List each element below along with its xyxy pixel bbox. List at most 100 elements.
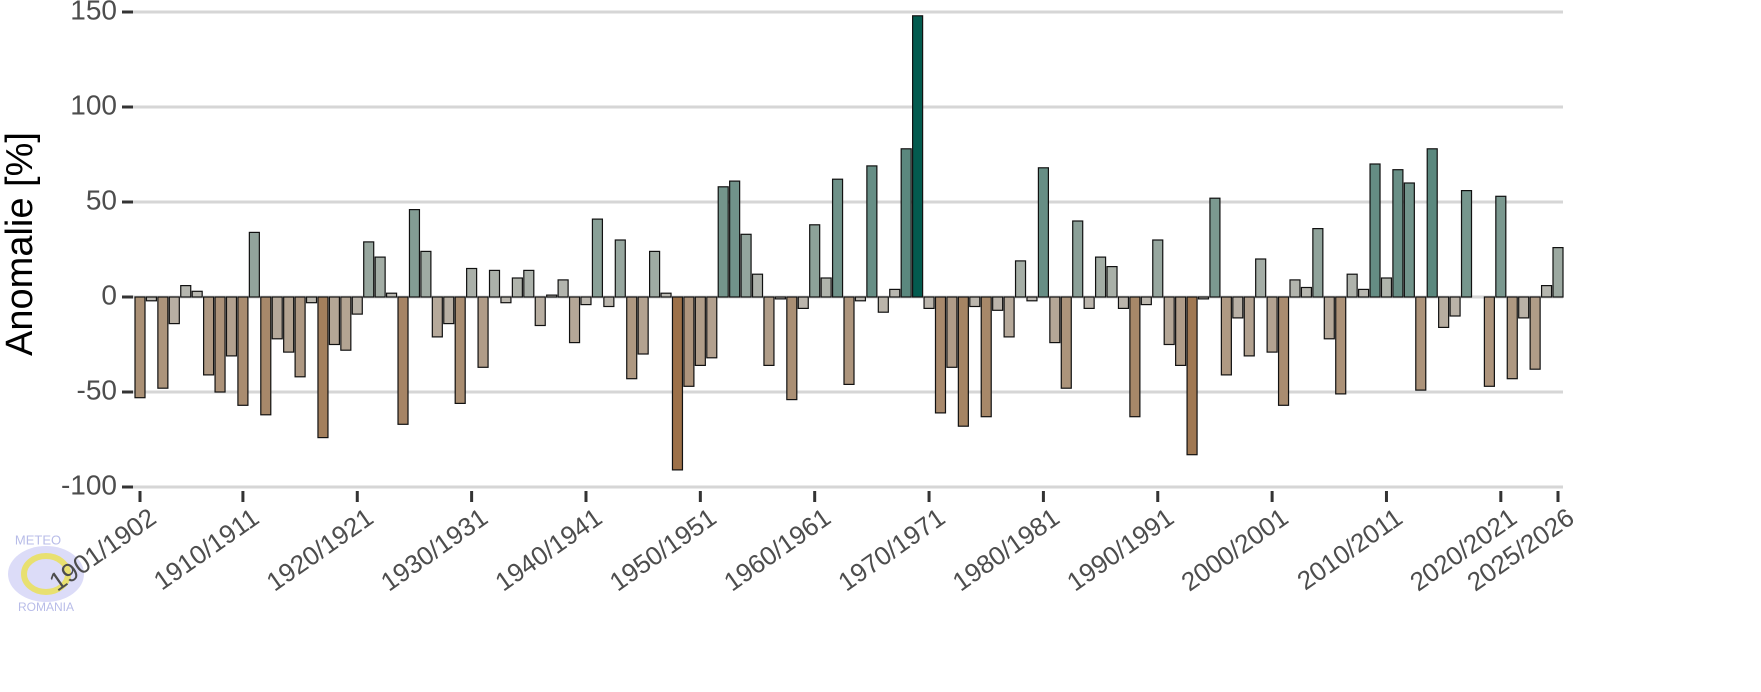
bar [1483,296,1495,387]
bar [260,296,272,416]
bar [1300,286,1313,298]
y-tick-label: 0 [101,279,117,310]
bar [923,296,935,309]
bar [740,233,752,298]
bar [1529,296,1541,370]
bar [626,296,638,380]
bar [820,277,832,298]
bar [203,296,215,376]
bar [1449,296,1461,317]
bar [557,279,569,298]
bar [717,186,729,298]
bar [500,296,512,304]
y-axis-title: Anomalie [%] [0,132,41,356]
bar [454,296,466,405]
bar [1220,296,1232,376]
x-tick-label: 1960/1961 [718,502,836,597]
bar [877,296,889,313]
y-tick-label: 150 [70,0,117,25]
bar [1209,197,1221,298]
y-tick-label: 50 [86,184,117,215]
bar [1392,169,1404,298]
bar [477,296,489,368]
bar [1163,296,1175,346]
bar [466,267,478,298]
bar [843,296,855,386]
bar [145,296,158,302]
bar [1129,296,1141,418]
bar [534,296,546,327]
x-tick-label: 1990/1991 [1061,502,1179,597]
bar [866,165,878,298]
bar [1003,296,1015,338]
bar [1175,296,1187,367]
bar [969,296,981,308]
bar [900,148,912,298]
bar [225,296,238,357]
bar [1403,182,1415,298]
x-tick-label: 1980/1981 [947,502,1065,597]
logo-text: METEO [15,532,61,547]
bar [1072,220,1084,298]
x-tick-label: 2000/2001 [1176,502,1294,597]
bar [511,277,523,298]
x-tick-label: 1930/1931 [375,502,493,597]
bar [1026,296,1038,302]
logo-shape [8,546,84,602]
bar [1312,228,1324,298]
bar [420,250,432,298]
bar [992,296,1004,311]
bar [546,294,558,298]
bar [763,296,775,367]
bar [591,218,604,298]
bar [1335,296,1347,395]
bar [283,296,295,353]
bar [568,296,581,344]
bar [363,241,375,298]
bar [1083,296,1095,309]
bar [1369,163,1381,298]
bar [134,296,146,399]
bar [1094,256,1107,298]
bar [488,269,501,298]
logo-ring [21,553,71,595]
bar [671,296,684,471]
logo-text: ROMANIA [18,600,74,614]
bar [694,296,706,367]
bar [1346,273,1358,298]
bar [1266,296,1278,353]
watermark: METEO ROMANIA [8,532,84,614]
x-tick-label: 1910/1911 [148,502,264,596]
bar [934,296,947,414]
bar [294,296,306,378]
bar [1117,296,1130,309]
bar [889,288,901,298]
bar [1506,296,1518,380]
bar [1060,296,1072,389]
bar [1037,167,1050,298]
bar [431,296,443,338]
bar [317,296,329,439]
bar [729,180,741,298]
bar [237,296,249,406]
bar [271,296,283,340]
bar [1255,258,1267,298]
bar [1380,277,1393,298]
y-tick-label: -100 [61,469,117,500]
bar [1415,296,1427,391]
bar [980,296,992,418]
bar [614,239,626,298]
bar [1438,296,1450,328]
bar [603,296,615,308]
bar [1186,296,1198,456]
bar [408,209,421,298]
x-tick-label: 1920/1921 [261,502,379,597]
bar [180,285,192,298]
bar [1323,296,1335,340]
bar [1426,148,1438,298]
bar [157,296,169,389]
x-tick-label: 1970/1971 [833,502,951,597]
bar [1243,296,1255,357]
bar [1049,296,1061,344]
